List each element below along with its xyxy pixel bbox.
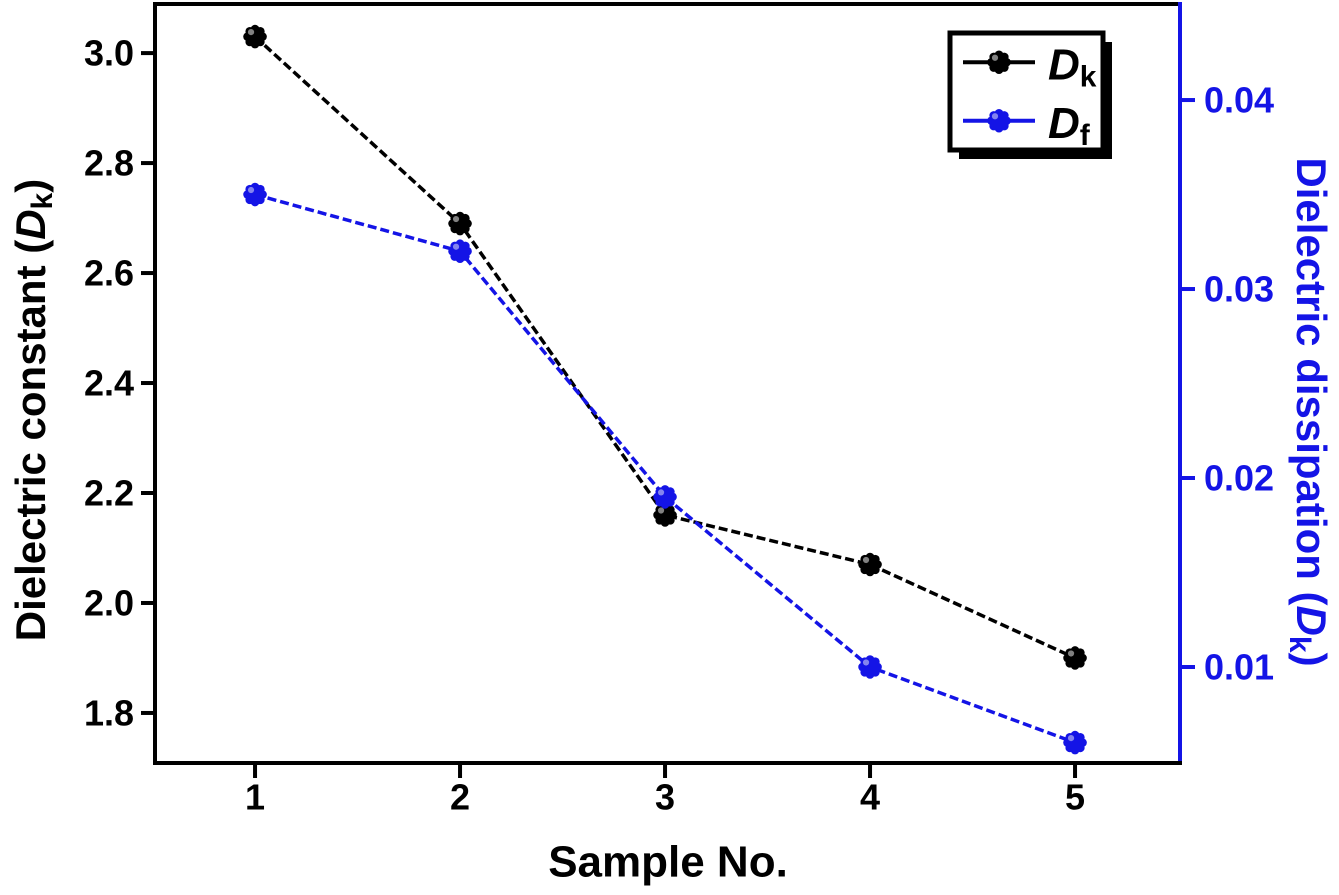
dk-point-2 bbox=[448, 211, 472, 236]
dk-point-4 bbox=[858, 552, 882, 577]
x-axis-title: Sample No. bbox=[548, 838, 788, 887]
x-axis: 1 2 3 4 5 bbox=[245, 765, 1085, 818]
legend-label: Df bbox=[1048, 98, 1091, 151]
left-tick-label: 2.8 bbox=[84, 143, 134, 184]
x-tick-label: 1 bbox=[245, 777, 265, 818]
legend-entry-df: Df bbox=[963, 98, 1091, 151]
right-tick-label: 0.02 bbox=[1204, 458, 1274, 499]
left-tick-label: 2.0 bbox=[84, 582, 134, 623]
x-tick-label: 3 bbox=[655, 777, 675, 818]
legend-label: Dk bbox=[1048, 40, 1097, 93]
legend-box bbox=[947, 30, 1106, 153]
right-tick-label: 0.01 bbox=[1204, 646, 1274, 687]
x-tick-label: 2 bbox=[450, 777, 470, 818]
left-tick-label: 2.2 bbox=[84, 473, 134, 514]
x-tick-label: 4 bbox=[860, 777, 880, 818]
legend-entry-dk: Dk bbox=[963, 40, 1097, 93]
dk-point-5 bbox=[1063, 646, 1087, 670]
df-line bbox=[254, 192, 1076, 745]
left-tick-label: 2.4 bbox=[84, 363, 134, 404]
legend-marker bbox=[987, 108, 1011, 133]
left-tick-label: 1.8 bbox=[84, 692, 134, 733]
left-axis: 3.0 2.8 2.6 2.4 2.2 2.0 1.8 bbox=[84, 33, 153, 733]
df-point-5 bbox=[1063, 730, 1087, 755]
right-axis-title: Dielectric dissipation (Dk) bbox=[1284, 157, 1336, 666]
axis-titles: Sample No. Dielectric constant (Dk) Diele… bbox=[7, 157, 1336, 886]
right-axis: 0.04 0.03 0.02 0.01 bbox=[1182, 80, 1274, 687]
df-point-3 bbox=[653, 485, 677, 509]
df-point-2 bbox=[448, 239, 472, 264]
df-point-1 bbox=[243, 182, 267, 207]
right-tick-label: 0.04 bbox=[1204, 80, 1274, 121]
legend-marker bbox=[987, 50, 1011, 75]
dk-line bbox=[253, 35, 1076, 660]
series-layer bbox=[243, 24, 1087, 755]
left-axis-title: Dielectric constant (Dk) bbox=[7, 179, 59, 641]
right-tick-label: 0.03 bbox=[1204, 269, 1274, 310]
left-tick-label: 2.6 bbox=[84, 253, 134, 294]
x-tick-label: 5 bbox=[1065, 777, 1085, 818]
plot-border bbox=[153, 2, 1182, 765]
left-tick-label: 3.0 bbox=[84, 33, 134, 74]
dk-point-1 bbox=[243, 24, 267, 49]
df-point-4 bbox=[858, 655, 882, 679]
